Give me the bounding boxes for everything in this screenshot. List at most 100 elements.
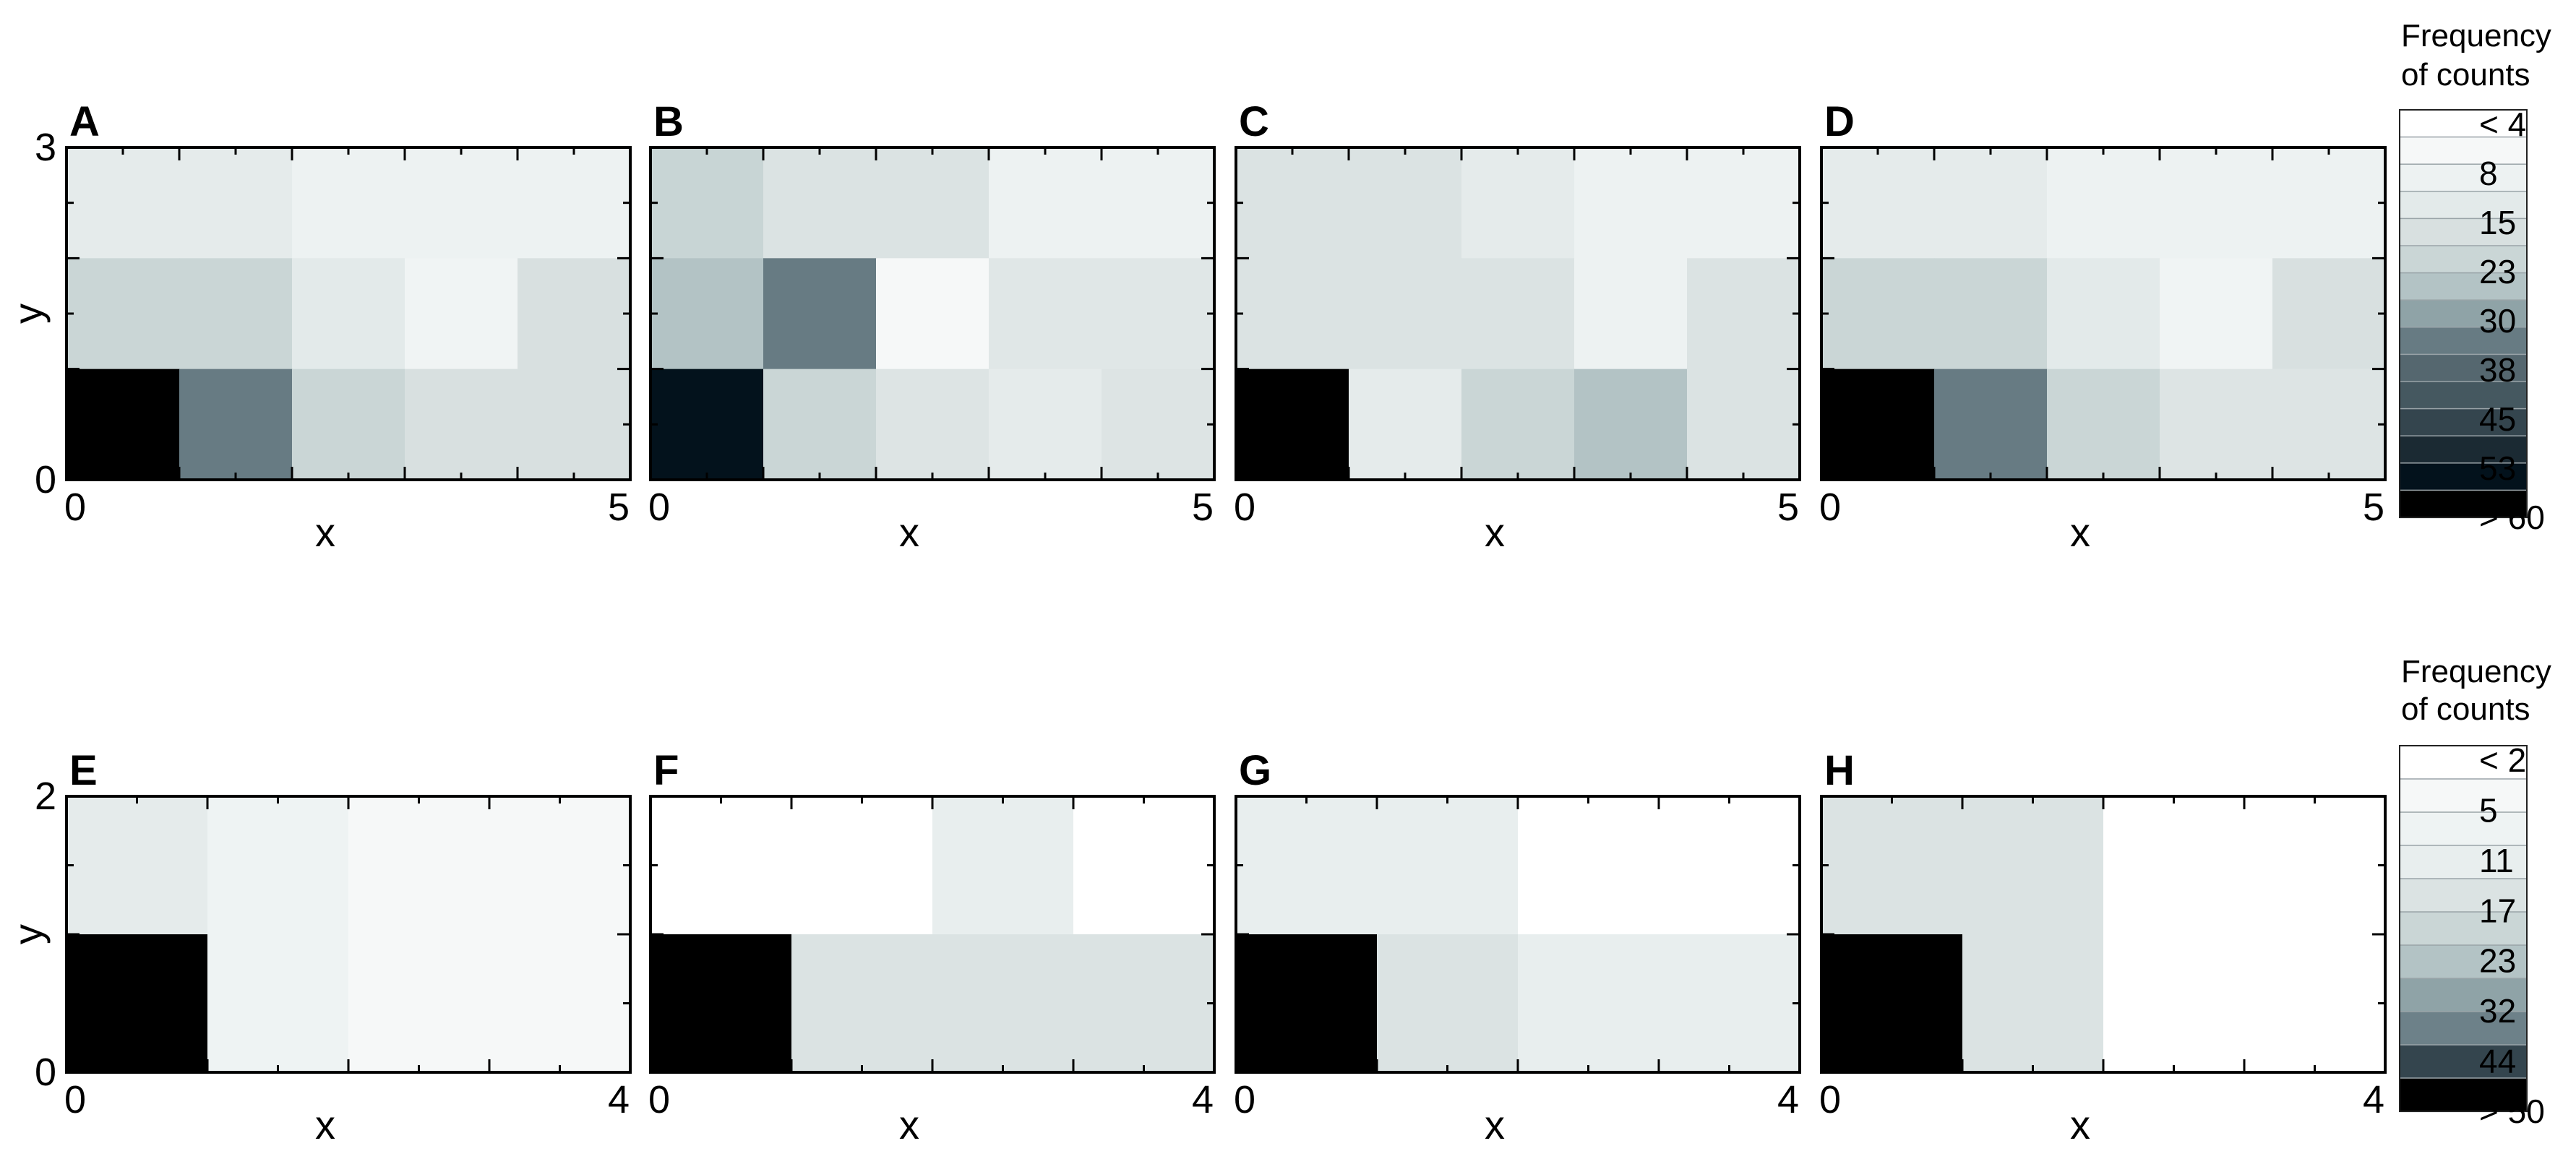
heatmap-cell — [2047, 258, 2160, 370]
legend-level-label: 38 — [2479, 351, 2516, 389]
heatmap-cell — [66, 147, 180, 259]
legend-swatch — [2399, 811, 2528, 847]
heatmap-cell — [1821, 934, 1963, 1073]
panel-label: C — [1239, 98, 1269, 145]
legend-level-label: 23 — [2479, 253, 2516, 290]
heatmap-cell — [1349, 258, 1462, 370]
legend-frame — [2399, 745, 2528, 1112]
legend-title-line2: of counts — [2401, 57, 2530, 92]
heatmap-cell — [791, 934, 933, 1073]
legend-frame — [2399, 109, 2528, 518]
x-tick-label: 0 — [648, 1078, 670, 1121]
legend-swatch — [2399, 944, 2528, 980]
y-tick-label: 0 — [35, 1051, 56, 1094]
heatmap-cell — [207, 796, 349, 935]
heatmap-cell — [791, 796, 933, 935]
color-legend: Frequency of counts < 4 8 15 23 30 38 45 53 > 60 — [2399, 18, 2551, 536]
heatmap-cell — [1377, 934, 1519, 1073]
panel-label: D — [1824, 98, 1855, 145]
heatmap-cell — [1461, 369, 1575, 481]
heatmap-cell — [66, 258, 180, 370]
heatmap-cell — [2244, 796, 2386, 935]
heatmap-cell — [651, 147, 764, 259]
heatmap-cell — [1461, 258, 1575, 370]
heatmap-cell — [2160, 369, 2273, 481]
x-axis-label: x — [315, 509, 335, 555]
legend-swatch — [2399, 878, 2528, 913]
x-tick-label: 0 — [1234, 486, 1255, 529]
legend-title-line1: Frequency — [2401, 18, 2551, 53]
x-axis-label: x — [1485, 1102, 1505, 1147]
panel-C: C 0 5 x — [1234, 98, 1801, 555]
heatmap-cell — [2160, 258, 2273, 370]
heatmap-cell — [1821, 258, 1935, 370]
y-axis-label: y — [5, 303, 51, 324]
heatmap-cell — [1518, 934, 1660, 1073]
heatmap-cell — [1073, 796, 1215, 935]
panel-G: G 0 4 x — [1234, 747, 1801, 1147]
y-axis-label: y — [5, 924, 51, 944]
heatmap-cell — [348, 934, 490, 1073]
heatmap-cell — [1236, 796, 1378, 935]
legend-swatch — [2399, 327, 2528, 356]
heatmap-cell — [651, 934, 792, 1073]
heatmap-cell — [1687, 258, 1800, 370]
legend-level-label: > 50 — [2479, 1093, 2545, 1130]
heatmap-cell — [1349, 369, 1462, 481]
legend-level-label: 11 — [2479, 842, 2514, 879]
heatmap-cell — [66, 934, 208, 1073]
panel-D: D 0 5 x — [1819, 98, 2387, 555]
heatmap-cell — [1659, 796, 1800, 935]
heatmap-cell — [518, 258, 631, 370]
heatmap-cell — [1962, 796, 2104, 935]
heatmap-cell — [1349, 147, 1462, 259]
legend-swatch — [2399, 1044, 2528, 1080]
heatmap-cell — [1377, 796, 1519, 935]
heatmap-cell — [1574, 147, 1688, 259]
x-tick-label: 0 — [648, 486, 670, 529]
heatmap-cell — [66, 369, 180, 481]
x-tick-label: 0 — [64, 486, 86, 529]
x-tick-label: 4 — [1777, 1078, 1799, 1121]
panel-B: B 0 5 x — [648, 98, 1216, 555]
x-tick-label: 0 — [1819, 486, 1841, 529]
heatmap-cell — [2047, 147, 2160, 259]
heatmap-cell — [405, 258, 518, 370]
heatmap-cell — [1659, 934, 1800, 1073]
heatmap-cell — [1687, 147, 1800, 259]
x-tick-label: 4 — [1192, 1078, 1214, 1121]
x-axis-label: x — [315, 1102, 335, 1147]
legend-level-label: 30 — [2479, 302, 2516, 340]
legend-swatch — [2399, 435, 2528, 465]
heatmap-cell — [1934, 258, 2048, 370]
legend-level-label: 53 — [2479, 449, 2516, 487]
x-tick-label: 5 — [608, 486, 630, 529]
x-axis-label: x — [1485, 509, 1505, 555]
legend-swatch — [2399, 272, 2528, 301]
heatmap-cell — [651, 369, 764, 481]
panel-label: H — [1824, 747, 1855, 794]
heatmap-cell — [2047, 369, 2160, 481]
legend-title-line2: of counts — [2401, 691, 2530, 727]
heatmap-cell — [1236, 258, 1349, 370]
panel-label: E — [69, 747, 98, 794]
heatmap-cell — [518, 147, 631, 259]
x-tick-label: 0 — [1819, 1078, 1841, 1121]
x-axis-label: x — [2070, 1102, 2090, 1147]
heatmap-cell — [1236, 147, 1349, 259]
x-axis-label: x — [2070, 509, 2090, 555]
heatmap-cell — [2160, 147, 2273, 259]
panel-label: A — [69, 98, 100, 145]
legend-level-label: 45 — [2479, 400, 2516, 438]
legend-swatch — [2399, 163, 2528, 193]
heatmap-cell — [876, 258, 989, 370]
heatmap-cell — [763, 369, 877, 481]
legend-level-label: < 4 — [2479, 105, 2526, 143]
x-tick-label: 5 — [1777, 486, 1799, 529]
heatmap-cell — [292, 369, 405, 481]
x-tick-label: 4 — [2363, 1078, 2384, 1121]
legend-swatch — [2399, 778, 2528, 814]
legend-swatch — [2399, 978, 2528, 1013]
